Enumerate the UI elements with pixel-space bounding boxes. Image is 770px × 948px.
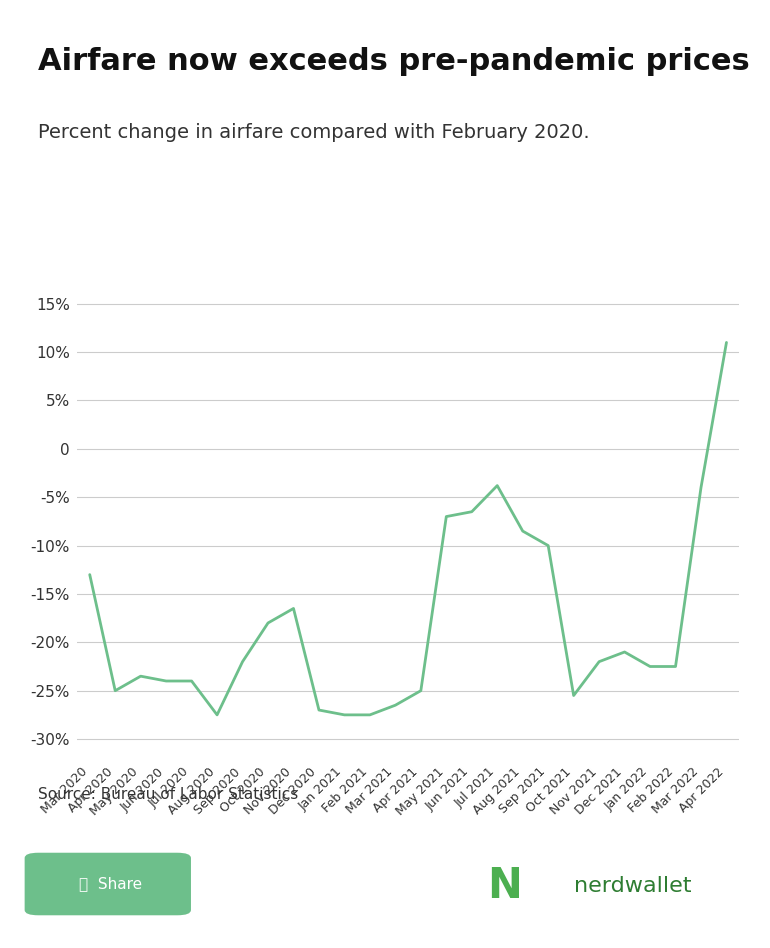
Text: Source: Bureau of Labor Statistics: Source: Bureau of Labor Statistics [38, 787, 299, 802]
Text: nerdwallet: nerdwallet [574, 876, 691, 897]
Text: Airfare now exceeds pre-pandemic prices: Airfare now exceeds pre-pandemic prices [38, 47, 750, 77]
Text: Percent change in airfare compared with February 2020.: Percent change in airfare compared with … [38, 123, 590, 142]
FancyBboxPatch shape [25, 853, 191, 916]
Text: N: N [487, 866, 522, 907]
Text: ⧉  Share: ⧉ Share [79, 877, 142, 891]
